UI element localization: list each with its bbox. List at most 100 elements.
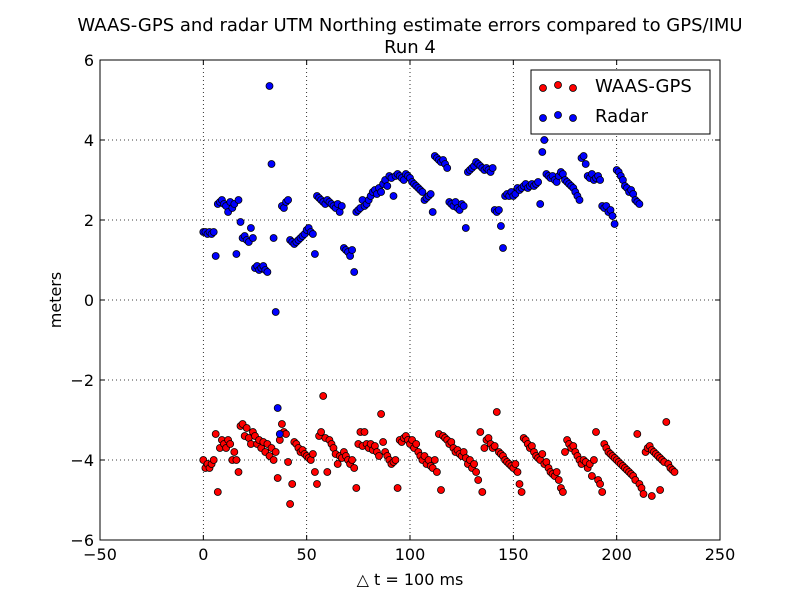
x-tick-label: 150 [498, 545, 529, 564]
waas-gps-point [592, 428, 600, 436]
waas-gps-point [470, 460, 479, 468]
radar-point [265, 82, 274, 90]
waas-gps-point [656, 486, 664, 494]
radar-point [443, 164, 452, 172]
waas-gps-point [538, 450, 547, 458]
waas-gps-point [269, 456, 278, 464]
y-tick-label: −2 [70, 371, 94, 390]
waas-gps-point [472, 468, 481, 476]
radar-point [269, 234, 278, 242]
y-tick-label: −4 [70, 451, 94, 470]
waas-gps-point [588, 472, 596, 480]
radar-point [579, 152, 588, 160]
radar-point [284, 196, 293, 204]
x-axis-label: △ t = 100 ms [357, 570, 464, 589]
waas-gps-point [226, 440, 235, 448]
waas-gps-point [598, 488, 607, 496]
radar-point [428, 208, 437, 216]
data-points [199, 82, 679, 508]
radar-point [337, 202, 346, 210]
waas-gps-point [234, 468, 243, 476]
radar-point [540, 136, 549, 144]
waas-gps-point [430, 456, 439, 464]
radar-point [534, 178, 542, 186]
chart-subtitle: Run 4 [384, 37, 436, 58]
waas-gps-point [476, 428, 485, 436]
radar-point [389, 192, 398, 200]
waas-gps-point [478, 488, 487, 496]
waas-gps-point [308, 450, 317, 458]
radar-point [426, 190, 435, 198]
waas-gps-point [213, 488, 222, 496]
y-tick-label: 6 [84, 51, 94, 70]
radar-point [499, 244, 507, 252]
waas-gps-point [310, 468, 319, 476]
radar-point [461, 224, 470, 232]
waas-gps-point [323, 468, 332, 476]
legend: WAAS-GPS Radar [530, 69, 711, 135]
waas-gps-point [391, 456, 400, 464]
x-tick-label: 0 [198, 545, 208, 564]
waas-gps-point [352, 484, 361, 492]
legend-marker-radar [554, 111, 562, 119]
waas-gps-point [232, 456, 241, 464]
waas-gps-point [412, 440, 421, 448]
waas-gps-point [559, 488, 567, 496]
radar-point [263, 268, 272, 276]
waas-gps-point [554, 476, 563, 484]
waas-gps-point [480, 444, 489, 452]
waas-gps-point [474, 476, 483, 484]
radar-point [418, 188, 427, 196]
radar-point [246, 224, 255, 232]
waas-gps-point [647, 492, 656, 500]
radar-point [581, 160, 590, 168]
legend-marker-radar [569, 114, 577, 122]
radar-point [248, 234, 257, 242]
radar-point [236, 218, 245, 226]
legend-box [530, 69, 711, 135]
waas-gps-point [230, 448, 239, 456]
radar-point [350, 268, 359, 276]
waas-gps-point [432, 468, 441, 476]
waas-gps-point [350, 464, 359, 472]
waas-gps-point [639, 490, 648, 498]
waas-gps-point [242, 424, 251, 432]
waas-gps-point [561, 448, 569, 456]
x-tick-label: −50 [83, 545, 117, 564]
radar-point [488, 164, 497, 172]
radar-point [610, 220, 619, 228]
legend-marker-waas-gps [539, 84, 547, 92]
radar-point [310, 250, 319, 258]
waas-gps-point [490, 442, 499, 450]
waas-gps-point [511, 460, 520, 468]
x-tick-label: 50 [296, 545, 316, 564]
waas-gps-point [393, 484, 402, 492]
x-tick-label: 250 [705, 545, 736, 564]
waas-gps-point [590, 456, 598, 464]
waas-gps-point [633, 430, 642, 438]
plot-frame [99, 59, 721, 541]
y-axis-label: meters [46, 272, 65, 328]
radar-point [275, 430, 284, 438]
radar-point [596, 176, 604, 184]
legend-label-radar: Radar [595, 106, 649, 127]
y-tick-label: 4 [84, 131, 94, 150]
x-tick-label: 200 [601, 545, 632, 564]
legend-marker-radar [539, 114, 547, 122]
waas-gps-point [492, 408, 501, 416]
legend-marker-waas-gps [554, 81, 562, 89]
radar-point [308, 230, 317, 238]
waas-gps-point [211, 430, 220, 438]
waas-gps-point [317, 428, 326, 436]
waas-gps-point [209, 456, 218, 464]
waas-gps-point [517, 488, 526, 496]
radar-point [494, 206, 503, 214]
waas-gps-point [515, 480, 524, 488]
waas-gps-point [273, 474, 282, 482]
y-tick-label: 2 [84, 211, 94, 230]
radar-point [232, 250, 241, 258]
waas-gps-point [333, 460, 342, 468]
waas-gps-point [271, 448, 280, 456]
waas-gps-point [284, 458, 293, 466]
